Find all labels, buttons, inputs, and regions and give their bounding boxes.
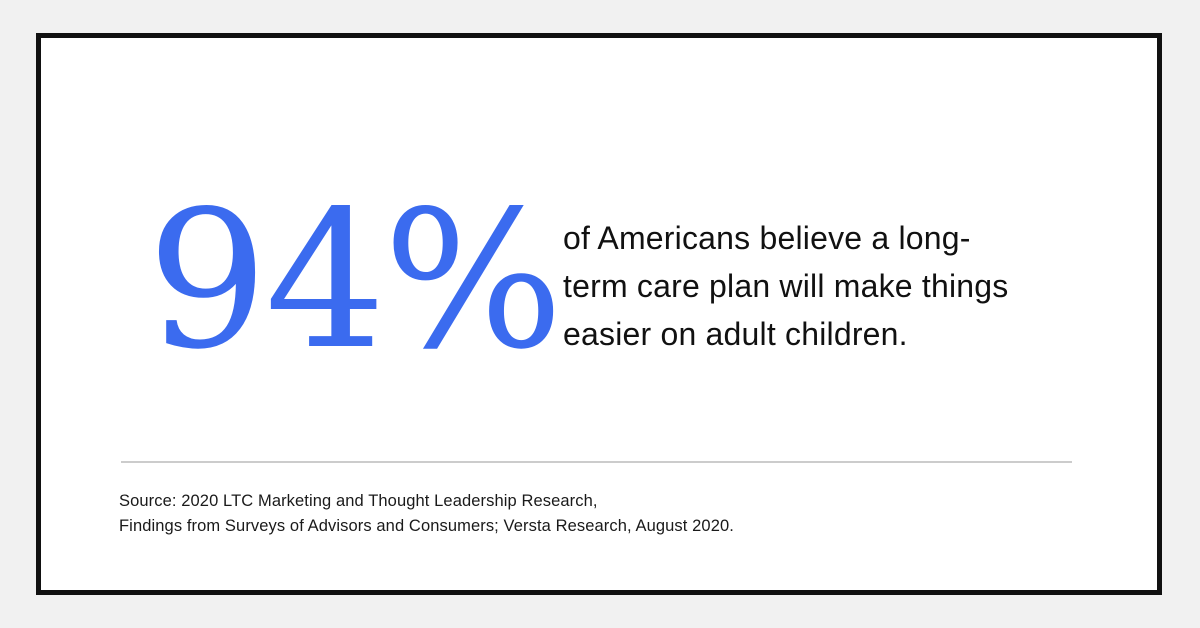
source-line-2: Findings from Surveys of Advisors and Co… <box>119 517 734 535</box>
stat-description-line-2: term care plan will make things <box>563 268 1009 304</box>
source-citation: Source: 2020 LTC Marketing and Thought L… <box>119 489 734 539</box>
source-line-1: Source: 2020 LTC Marketing and Thought L… <box>119 492 598 510</box>
stat-card: 94% of Americans believe a long- term ca… <box>36 33 1162 595</box>
stat-value: 94% <box>147 170 564 391</box>
stat-description: of Americans believe a long- term care p… <box>563 214 1008 358</box>
stat-description-line-1: of Americans believe a long- <box>563 220 971 256</box>
stat-description-line-3: easier on adult children. <box>563 316 908 352</box>
divider-line <box>121 461 1072 463</box>
